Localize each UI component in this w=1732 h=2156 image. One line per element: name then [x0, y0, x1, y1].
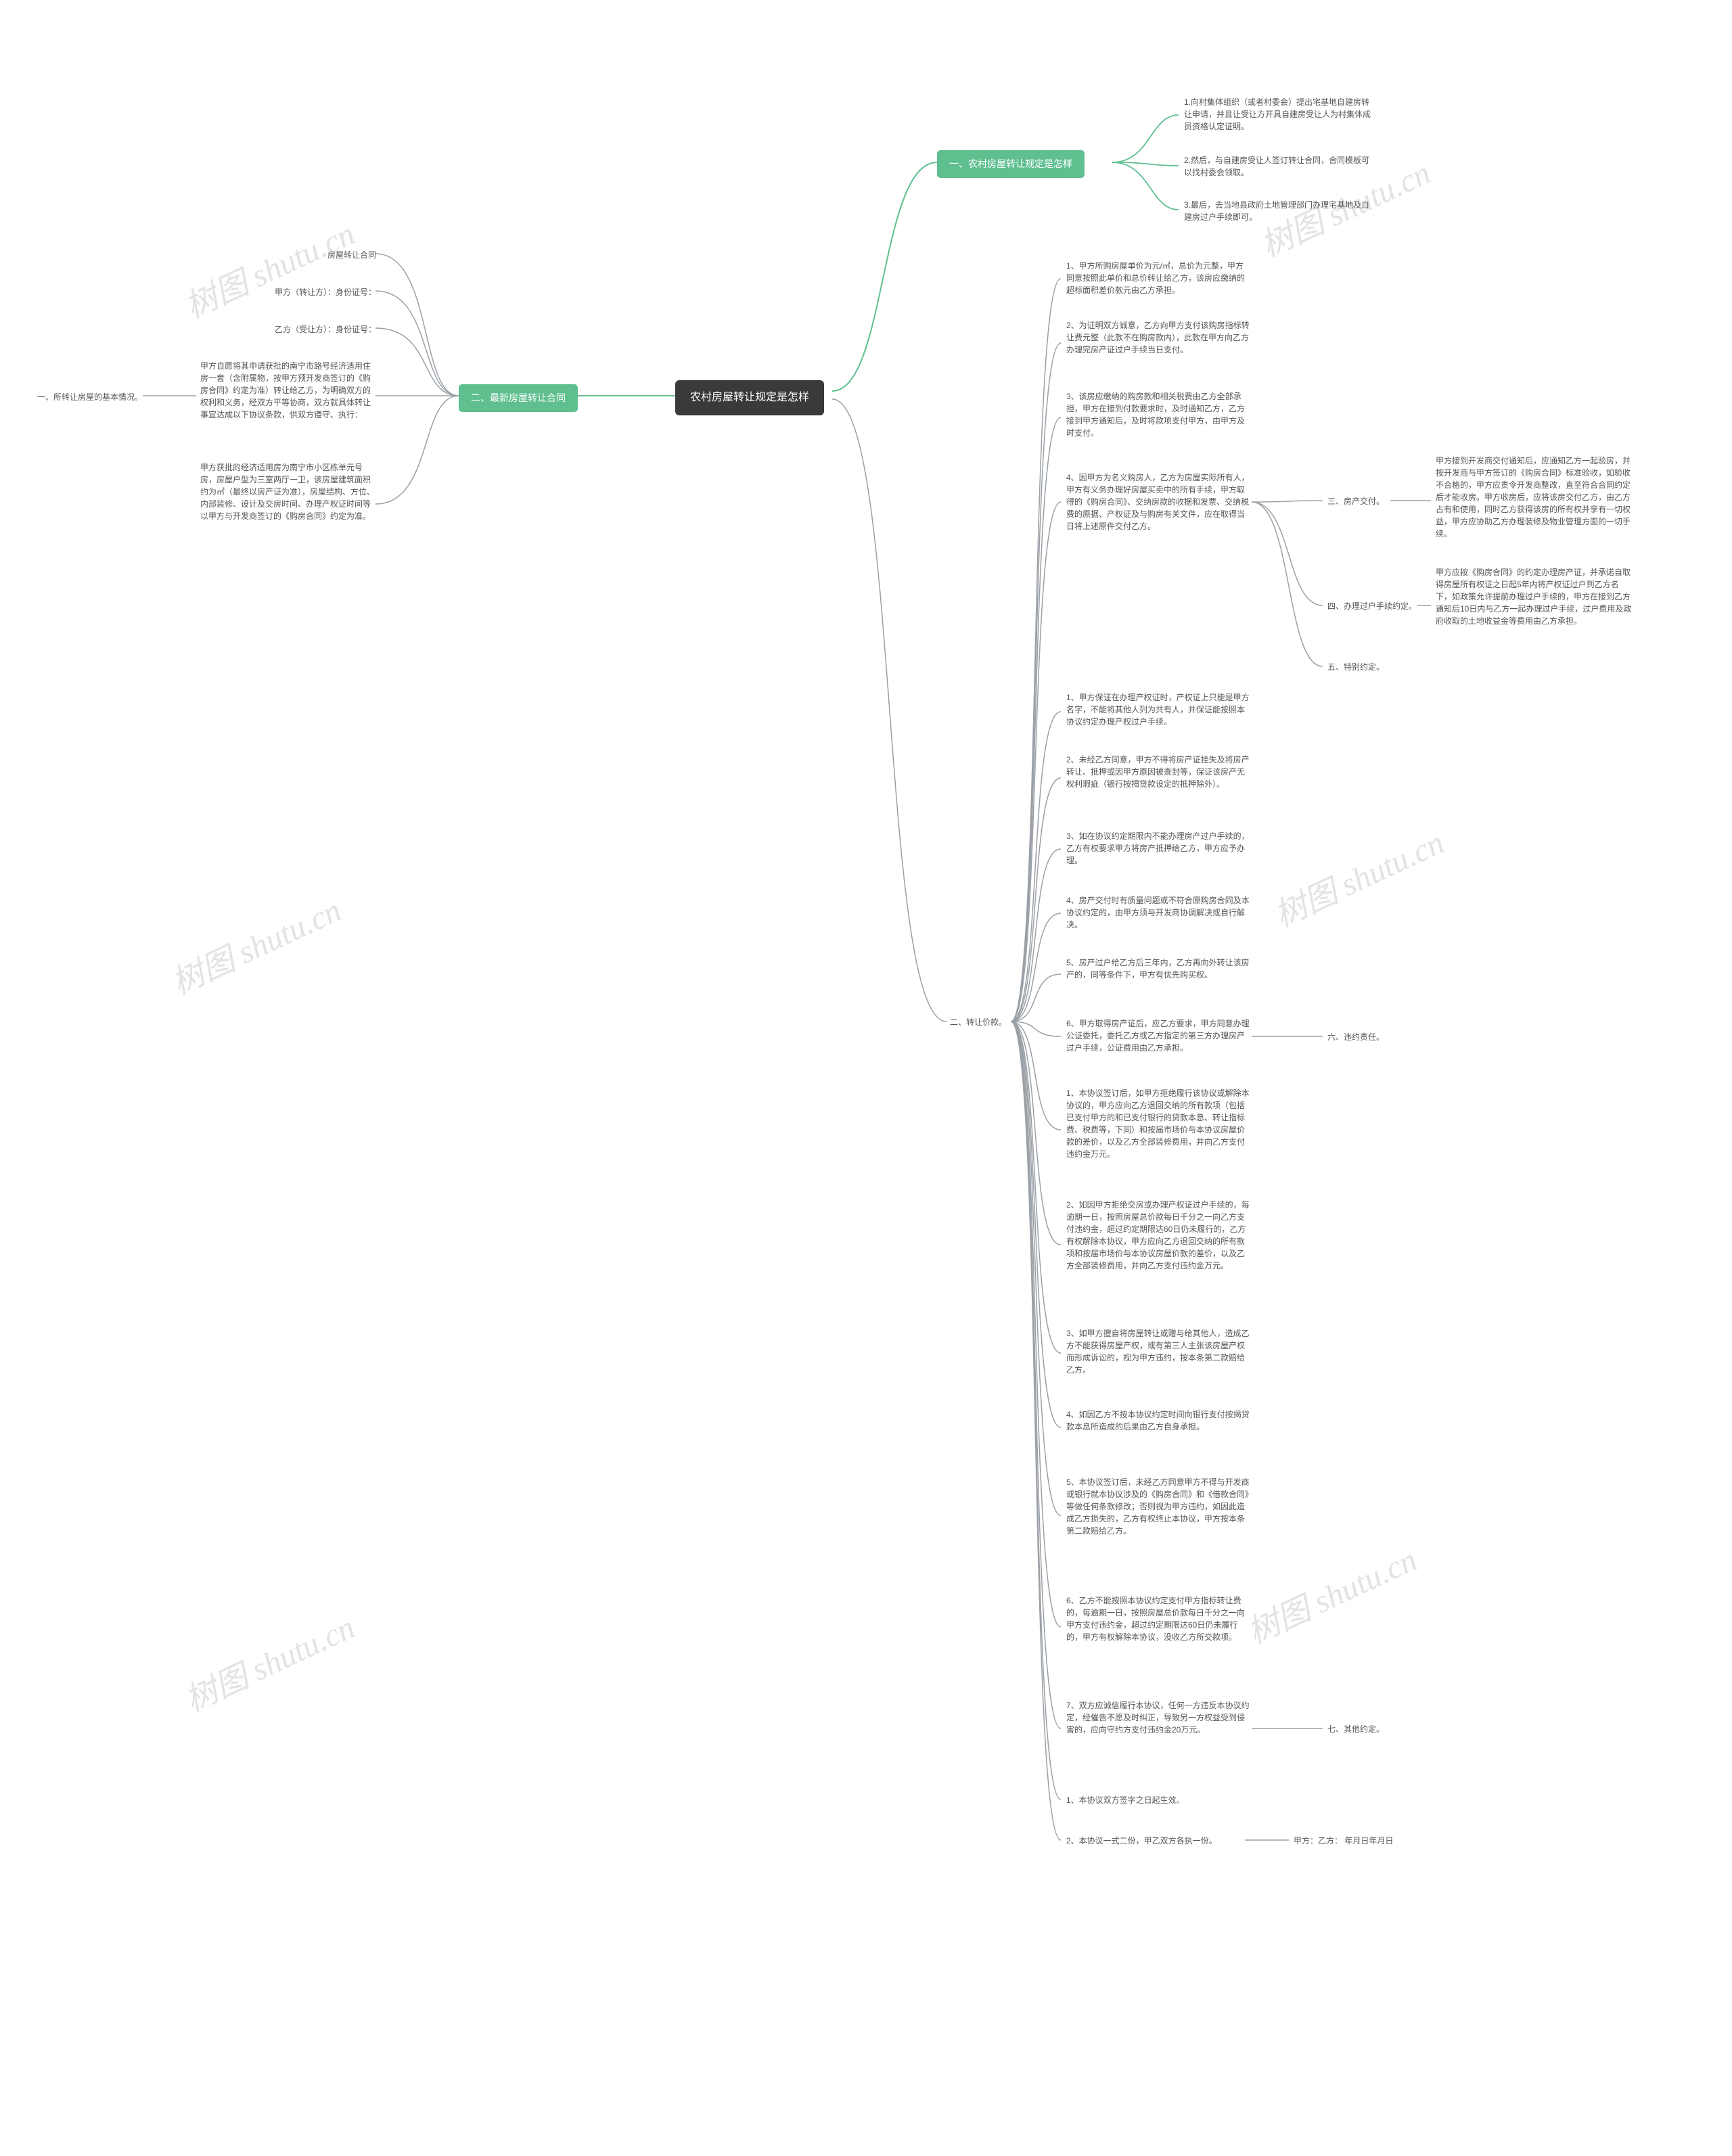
root-node: 农村房屋转让规定是怎样 — [675, 380, 824, 415]
r1-child-0: 1.向村集体组织（或者村委会）提出宅基地自建房转让申请，并且让受让方开具自建房受… — [1181, 95, 1377, 134]
connector-layer — [0, 0, 1732, 2156]
branch-right-2: 二、转让价款。 — [947, 1015, 1015, 1030]
r2-pre-3: 4、因甲方为名义购房人，乙方为房屋实际所有人，甲方有义务办理好房屋买卖中的所有手… — [1064, 470, 1253, 534]
branch-left-1: 一、所转让房屋的基本情况。 — [34, 390, 145, 405]
r2-sub6-title: 六、违约责任。 — [1325, 1030, 1392, 1045]
r2-sub4-text: 甲方应按《购房合同》的约定办理房产证，并承诺自取得房屋所有权证之日起5年内将产权… — [1433, 565, 1636, 628]
left2-child-0: 房屋转让合同 — [318, 248, 379, 262]
r2-mid-1: 2、未经乙方同意，甲方不得将房产证挂失及将房产转让、抵押或因甲方原因被查封等，保… — [1064, 752, 1253, 792]
r2-mid-5: 6、甲方取得房产证后，应乙方要求，甲方同意办理公证委托，委托乙方或乙方指定的第三… — [1064, 1016, 1253, 1055]
r2-pre-1: 2、为证明双方诚意，乙方向甲方支付该购房指标转让费元整（此款不在购房款内），此款… — [1064, 318, 1253, 357]
branch-left-2: 二、最新房屋转让合同 — [459, 384, 578, 412]
r2-late-1: 2、如因甲方拒绝交房或办理产权证过户手续的，每逾期一日，按照房屋总价款每日千分之… — [1064, 1197, 1253, 1273]
r2-mid-3: 4、房产交付时有质量问题或不符合原购房合同及本协议约定的，由甲方须与开发商协调解… — [1064, 893, 1253, 932]
r2-mid-0: 1、甲方保证在办理产权证时，产权证上只能是甲方名字，不能将其他人列为共有人，并保… — [1064, 690, 1253, 729]
branch-right-1: 一、农村房屋转让规定是怎样 — [937, 150, 1085, 178]
r2-sub3-title: 三、房产交付。 — [1325, 494, 1392, 509]
r2-late-4: 5、本协议签订后，未经乙方同意甲方不得与开发商或银行就本协议涉及的《购房合同》和… — [1064, 1475, 1253, 1538]
r2-tail-1: 2、本协议一式二份，甲乙双方各执一份。 — [1064, 1833, 1246, 1848]
watermark: 树图 shutu.cn — [176, 1601, 361, 1720]
r2-pre-0: 1、甲方所购房屋单价为元/㎡，总价为元整，甲方同意按照此单价和总价转让给乙方，该… — [1064, 258, 1253, 298]
r2-mid-2: 3、如在协议约定期限内不能办理房产过户手续的，乙方有权要求甲方将房产抵押给乙方，… — [1064, 829, 1253, 868]
r2-sub5-title: 五、特别约定。 — [1325, 660, 1392, 674]
watermark: 树图 shutu.cn — [1238, 1533, 1423, 1653]
left2-child-3: 甲方自愿将其申请获批的南宁市路号经济适用住房一套（含附属物，按甲方预开发商签订的… — [198, 359, 379, 422]
r2-sub7-title: 七、其他约定。 — [1325, 1722, 1392, 1737]
left2-child-4: 甲方获批的经济适用房为南宁市小区栋单元号房，房屋户型为三室两厅一卫，该房屋建筑面… — [198, 460, 379, 524]
r2-signature: 甲方：乙方： 年月日年月日 — [1291, 1833, 1440, 1848]
r2-late-3: 4、如因乙方不按本协议约定时间向银行支付按揭贷款本息所造成的后果由乙方自身承担。 — [1064, 1407, 1253, 1434]
r2-late-0: 1、本协议签订后，如甲方拒绝履行该协议或解除本协议的，甲方应向乙方退回交纳的所有… — [1064, 1086, 1253, 1162]
r2-late-5: 6、乙方不能按照本协议约定支付甲方指标转让费的，每逾期一日，按照房屋总价款每日千… — [1064, 1593, 1253, 1645]
left2-child-2: 乙方（受让方）：身份证号： — [264, 322, 379, 337]
r2-late-2: 3、如甲方擅自将房屋转让或赠与给其他人，造成乙方不能获得房屋产权，或有第三人主张… — [1064, 1326, 1253, 1377]
watermark: 树图 shutu.cn — [1265, 816, 1451, 936]
left2-child-1: 甲方（转让方）：身份证号： — [264, 285, 379, 300]
watermark: 树图 shutu.cn — [176, 207, 361, 327]
r1-child-2: 3.最后，去当地县政府土地管理部门办理宅基地及自建房过户手续即可。 — [1181, 198, 1377, 225]
r2-mid-4: 5、房产过户给乙方后三年内，乙方再向外转让该房产的，同等条件下，甲方有优先购买权… — [1064, 955, 1253, 982]
watermark: 树图 shutu.cn — [162, 884, 348, 1003]
r2-pre-2: 3、该房应缴纳的购房款和相关税费由乙方全部承担，甲方在接到付款要求时，及时通知乙… — [1064, 389, 1253, 440]
r2-sub4-title: 四、办理过户手续约定。 — [1325, 599, 1419, 614]
r1-child-1: 2.然后，与自建房受让人签订转让合同，合同模板可以找村委会领取。 — [1181, 153, 1377, 180]
r2-tail-0: 1、本协议双方签字之日起生效。 — [1064, 1793, 1253, 1808]
r2-sub3-text: 甲方接到开发商交付通知后，应通知乙方一起验房，并按开发商与甲方签订的《购房合同》… — [1433, 453, 1636, 541]
r2-late-6: 7、双方应诚信履行本协议，任何一方违反本协议约定，经催告不愿及时纠正，导致另一方… — [1064, 1698, 1253, 1737]
